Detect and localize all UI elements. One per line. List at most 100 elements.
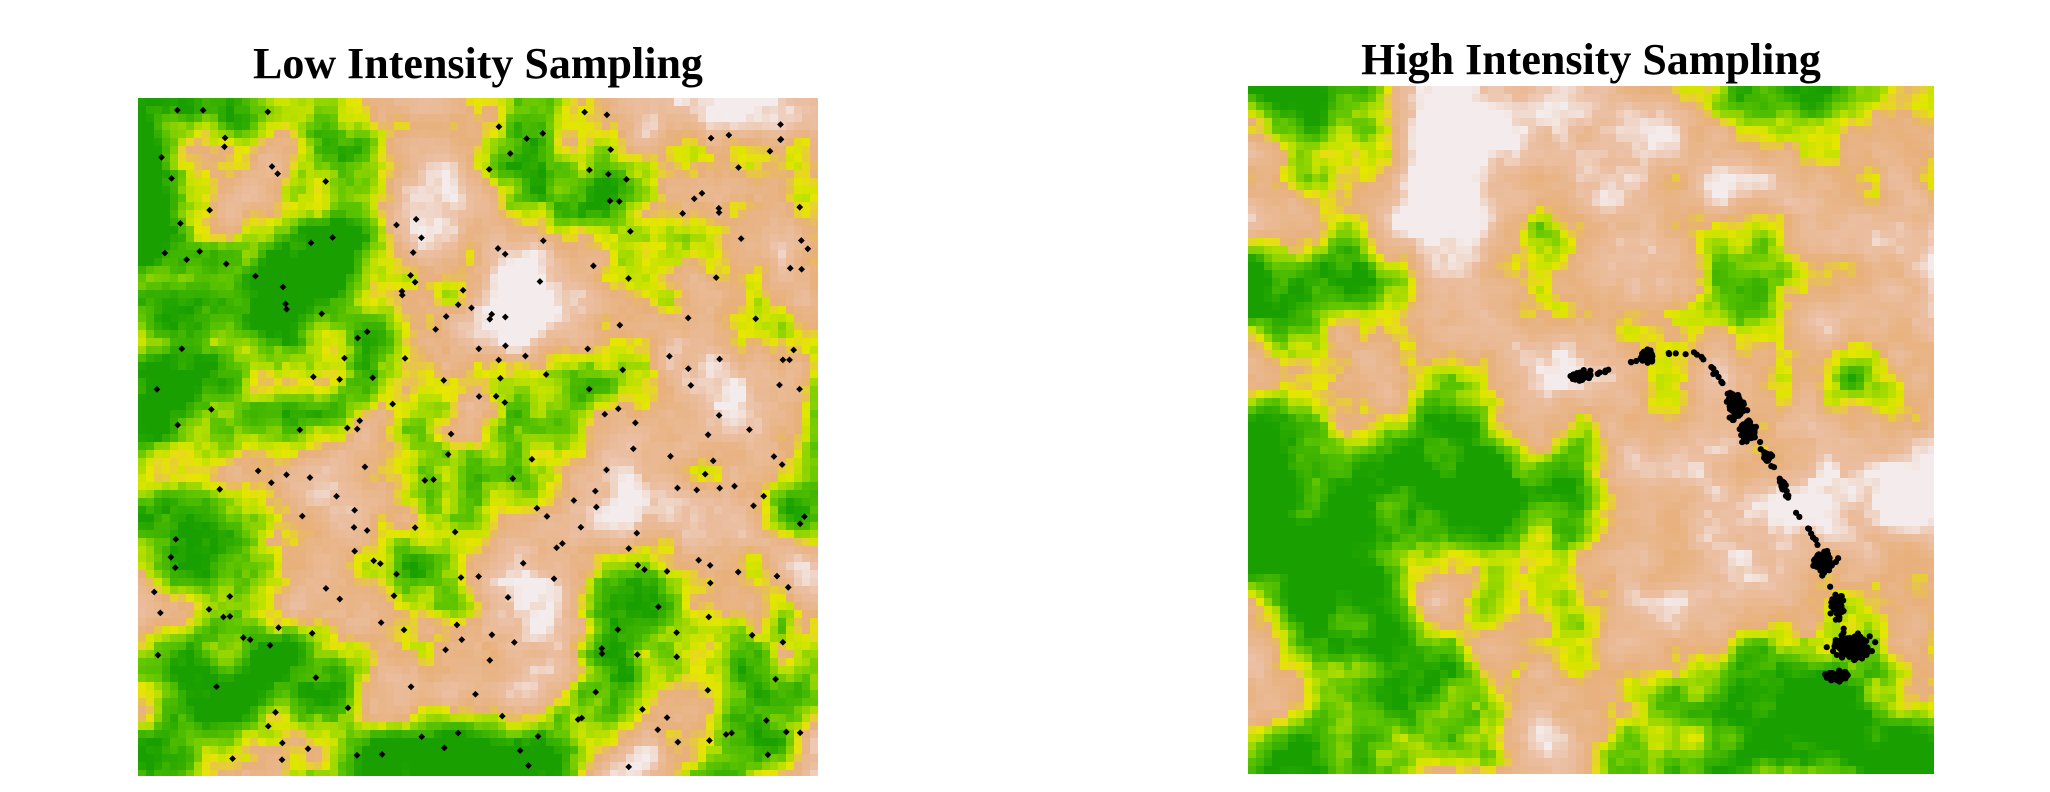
sample-point (1827, 583, 1834, 590)
sample-point (1796, 513, 1803, 520)
sample-point (264, 108, 272, 116)
sample-point (206, 206, 214, 214)
sample-point (1757, 446, 1764, 453)
sample-point (457, 574, 465, 581)
sample-points (1567, 346, 1879, 685)
sample-point (633, 529, 641, 537)
sample-point (278, 739, 286, 747)
sample-point (168, 174, 175, 182)
sample-point (543, 513, 551, 520)
sample-point (1815, 554, 1822, 561)
sample-point (1832, 616, 1839, 623)
sample-point (1872, 639, 1879, 646)
sample-point (409, 249, 417, 256)
sample-point (1822, 670, 1829, 678)
sample-point (590, 262, 597, 270)
sample-point (1832, 639, 1839, 646)
sample-point (1840, 625, 1847, 632)
sample-point (698, 189, 706, 197)
sample-point (1735, 412, 1742, 419)
sample-point (1723, 398, 1730, 405)
sample-point (666, 352, 673, 360)
sample-point (1738, 406, 1745, 413)
sample-point (592, 688, 600, 696)
sample-point (690, 195, 698, 203)
sample-point (777, 135, 785, 143)
sample-point (1835, 677, 1842, 684)
sample-point (412, 215, 420, 223)
terrain-raster (138, 98, 818, 776)
sample-point (254, 467, 262, 475)
sample-point (1838, 593, 1845, 600)
sample-point (356, 417, 364, 425)
sample-point (715, 209, 723, 216)
sample-point (199, 106, 207, 114)
sample-point (361, 463, 369, 471)
sample-point (298, 512, 306, 520)
sample-point (336, 595, 344, 603)
sample-point (1736, 399, 1743, 406)
sample-point (1861, 642, 1868, 649)
low-intensity-map (138, 98, 818, 776)
sample-point (1628, 359, 1635, 366)
sample-point (1700, 356, 1707, 363)
sample-point (1851, 642, 1858, 650)
sample-point (797, 237, 805, 244)
sample-point (716, 484, 724, 492)
sample-point (1776, 475, 1783, 482)
sample-point (1749, 434, 1756, 441)
sample-point (1783, 488, 1790, 495)
sample-point (746, 426, 753, 434)
sample-point (601, 410, 609, 418)
sample-point (216, 485, 224, 493)
sample-point (679, 210, 687, 217)
sample-point (525, 762, 532, 769)
sample-point (411, 524, 419, 532)
sample-point (1665, 350, 1673, 358)
sample-point (322, 584, 330, 592)
sample-point (472, 690, 479, 698)
sample-point (369, 374, 377, 382)
sample-point (1840, 671, 1848, 678)
sample-point (534, 732, 542, 740)
sample-point (322, 178, 330, 185)
sample-point (1817, 562, 1824, 569)
sample-point (704, 431, 712, 439)
sample-point (475, 345, 483, 353)
sample-point (283, 471, 290, 479)
sample-point (684, 314, 692, 322)
sample-point (150, 588, 158, 596)
sample-point (430, 476, 437, 483)
sample-point (418, 733, 426, 741)
sample-point (706, 579, 714, 587)
sample-point (1744, 407, 1751, 414)
sample-point (459, 286, 467, 294)
sample-point (353, 751, 361, 759)
sample-point (154, 651, 162, 659)
sample-point (625, 763, 633, 771)
sample-point (790, 346, 798, 354)
high-intensity-map (1248, 86, 1934, 774)
sample-point (492, 392, 500, 400)
sample-point (731, 482, 738, 490)
sample-point (502, 342, 509, 350)
sample-point (485, 165, 493, 173)
sample-point (501, 313, 509, 321)
sample-point (341, 354, 348, 362)
sample-point (1585, 375, 1593, 382)
sample-point (221, 143, 228, 151)
sample-point (1708, 363, 1715, 371)
sample-point (239, 634, 247, 641)
sample-point (737, 235, 745, 242)
sample-point (1718, 378, 1725, 385)
terrain-raster (1248, 86, 1934, 774)
sample-point (329, 234, 336, 241)
sample-point (475, 573, 483, 580)
sample-point (451, 528, 459, 536)
sample-point (1829, 670, 1836, 677)
sample-point (229, 755, 236, 763)
sample-point (310, 373, 317, 381)
sample-point (1835, 555, 1842, 562)
sample-point (1814, 541, 1821, 548)
sample-points (150, 106, 812, 771)
